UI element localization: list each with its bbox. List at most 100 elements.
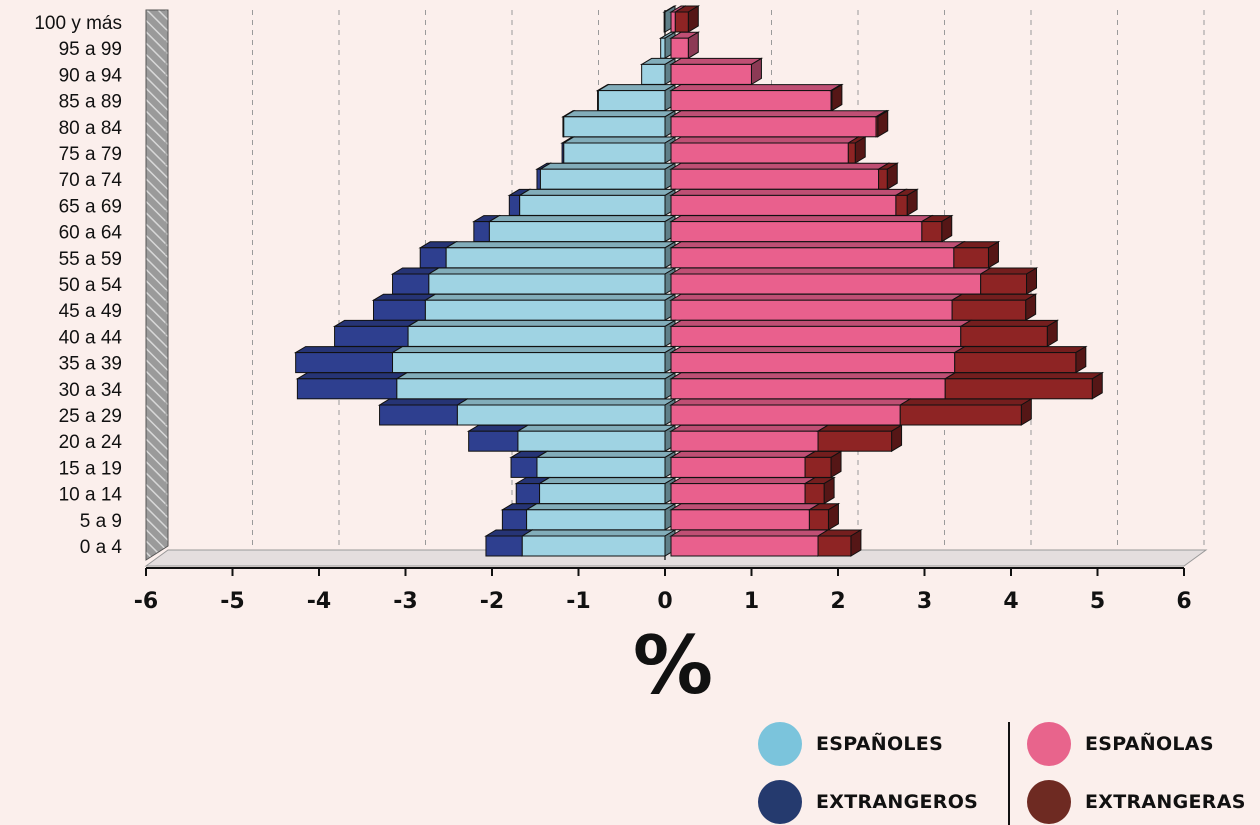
bar-front: [641, 63, 666, 85]
category-label: 65 a 69: [59, 196, 122, 217]
bar-extrangeras: [958, 319, 1060, 348]
x-tick-label: 3: [917, 589, 932, 614]
bar-top: [669, 319, 973, 327]
x-tick-label: 1: [744, 589, 759, 614]
category-label: 10 a 14: [59, 485, 123, 506]
bar-front: [670, 325, 962, 347]
bar-espanolas: [669, 293, 964, 322]
bar-front: [379, 404, 458, 426]
category-labels: 0 a 4 5 a 9 10 a 14 15 a 19 20 a 24 25 a 29 30…: [34, 13, 122, 558]
bar-top: [669, 162, 891, 170]
bar-espanoles: [537, 476, 677, 505]
bar-front: [670, 273, 982, 295]
x-tick-label: -1: [566, 589, 590, 614]
bar-front: [951, 299, 1027, 321]
bar-espanolas: [669, 424, 830, 453]
bar-front: [670, 378, 946, 400]
bar-top: [596, 84, 677, 92]
bar-front: [817, 430, 893, 452]
bar-top: [669, 267, 993, 275]
bar-front: [670, 221, 923, 243]
category-label: 60 a 64: [59, 223, 123, 244]
bar-espanoles: [561, 136, 677, 164]
bar-espanolas: [669, 136, 861, 164]
bar-front: [670, 37, 689, 59]
bar-front: [445, 247, 666, 269]
category-label: 5 a 9: [80, 511, 122, 532]
category-label: 0 a 4: [80, 537, 123, 558]
bar-top: [535, 450, 677, 458]
legend-label-extrangeros: EXTRANGEROS: [816, 791, 979, 813]
bar-front: [660, 37, 666, 59]
bar-front: [536, 456, 666, 478]
legend-item-extrangeros: EXTRANGEROS: [758, 780, 978, 824]
legend-divider: [1008, 722, 1010, 825]
legend-label-espanolas: ESPAÑOLAS: [1085, 733, 1214, 755]
bar-front: [670, 194, 897, 216]
bar-espanolas: [669, 267, 993, 295]
x-axis-label: %: [633, 619, 713, 712]
bar-espanolas: [669, 109, 888, 138]
bar-top: [943, 372, 1105, 380]
bar-top: [669, 346, 967, 354]
x-axis: -6 -5 -4 -3 -2 -1 0 1 2 3 4 5 6: [134, 567, 1192, 614]
x-tick-label: 2: [830, 589, 845, 614]
left-wall: [145, 9, 169, 561]
category-label: 90 a 94: [59, 65, 123, 86]
bar-front: [510, 456, 538, 478]
bar-top: [406, 319, 677, 327]
bar-espanoles: [444, 240, 677, 269]
bar-espanolas: [669, 529, 830, 557]
category-label: 45 a 49: [59, 301, 122, 322]
legend-item-espanoles: ESPAÑOLES: [758, 722, 943, 766]
bar-extrangeras: [816, 424, 904, 453]
bar-front: [334, 325, 409, 347]
bar-front: [663, 11, 666, 33]
bar-front: [980, 273, 1028, 295]
legend-swatch-espanolas: [1027, 722, 1071, 766]
bar-espanolas: [669, 31, 701, 60]
bar-extrangeras: [920, 214, 954, 243]
bar-front: [536, 168, 541, 190]
bar-extrangeras: [898, 398, 1034, 426]
bar-front: [295, 352, 394, 374]
bar-front: [428, 273, 666, 295]
bar-top: [669, 450, 817, 458]
bar-espanoles: [517, 188, 677, 217]
bar-front: [485, 535, 523, 557]
bar-front: [468, 430, 519, 452]
bar-front: [526, 509, 666, 531]
bar-top: [950, 293, 1038, 301]
floor: [144, 549, 1208, 567]
bar-top: [390, 346, 677, 354]
bar-extrangeras: [803, 476, 836, 505]
bar-front: [515, 483, 541, 505]
category-label: 85 a 89: [59, 92, 122, 113]
bar-top: [669, 110, 888, 118]
bar-front: [539, 483, 666, 505]
bar-front: [830, 90, 833, 112]
bar-front: [670, 509, 810, 531]
bar-top: [293, 346, 405, 354]
bar-top: [423, 293, 677, 301]
bar-front: [878, 168, 888, 190]
bar-front: [670, 11, 676, 33]
bar-top: [898, 398, 1034, 406]
bar-front: [296, 378, 398, 400]
bar-front: [875, 116, 879, 138]
bar-front: [954, 352, 1077, 374]
bar-extrangeras: [952, 240, 1001, 269]
bar-front: [808, 509, 829, 531]
bar-espanolas: [669, 83, 843, 112]
bar-front: [597, 90, 666, 112]
bar-top: [487, 215, 677, 223]
bar-front: [960, 325, 1048, 347]
bar-espanoles: [561, 109, 677, 138]
legend-label-espanoles: ESPAÑOLES: [816, 733, 944, 755]
bar-extrangeras: [943, 371, 1105, 400]
bar-front: [899, 404, 1022, 426]
bar-front: [670, 63, 752, 85]
bar-front: [508, 194, 521, 216]
category-label: 30 a 34: [59, 380, 123, 401]
bar-front: [517, 430, 666, 452]
